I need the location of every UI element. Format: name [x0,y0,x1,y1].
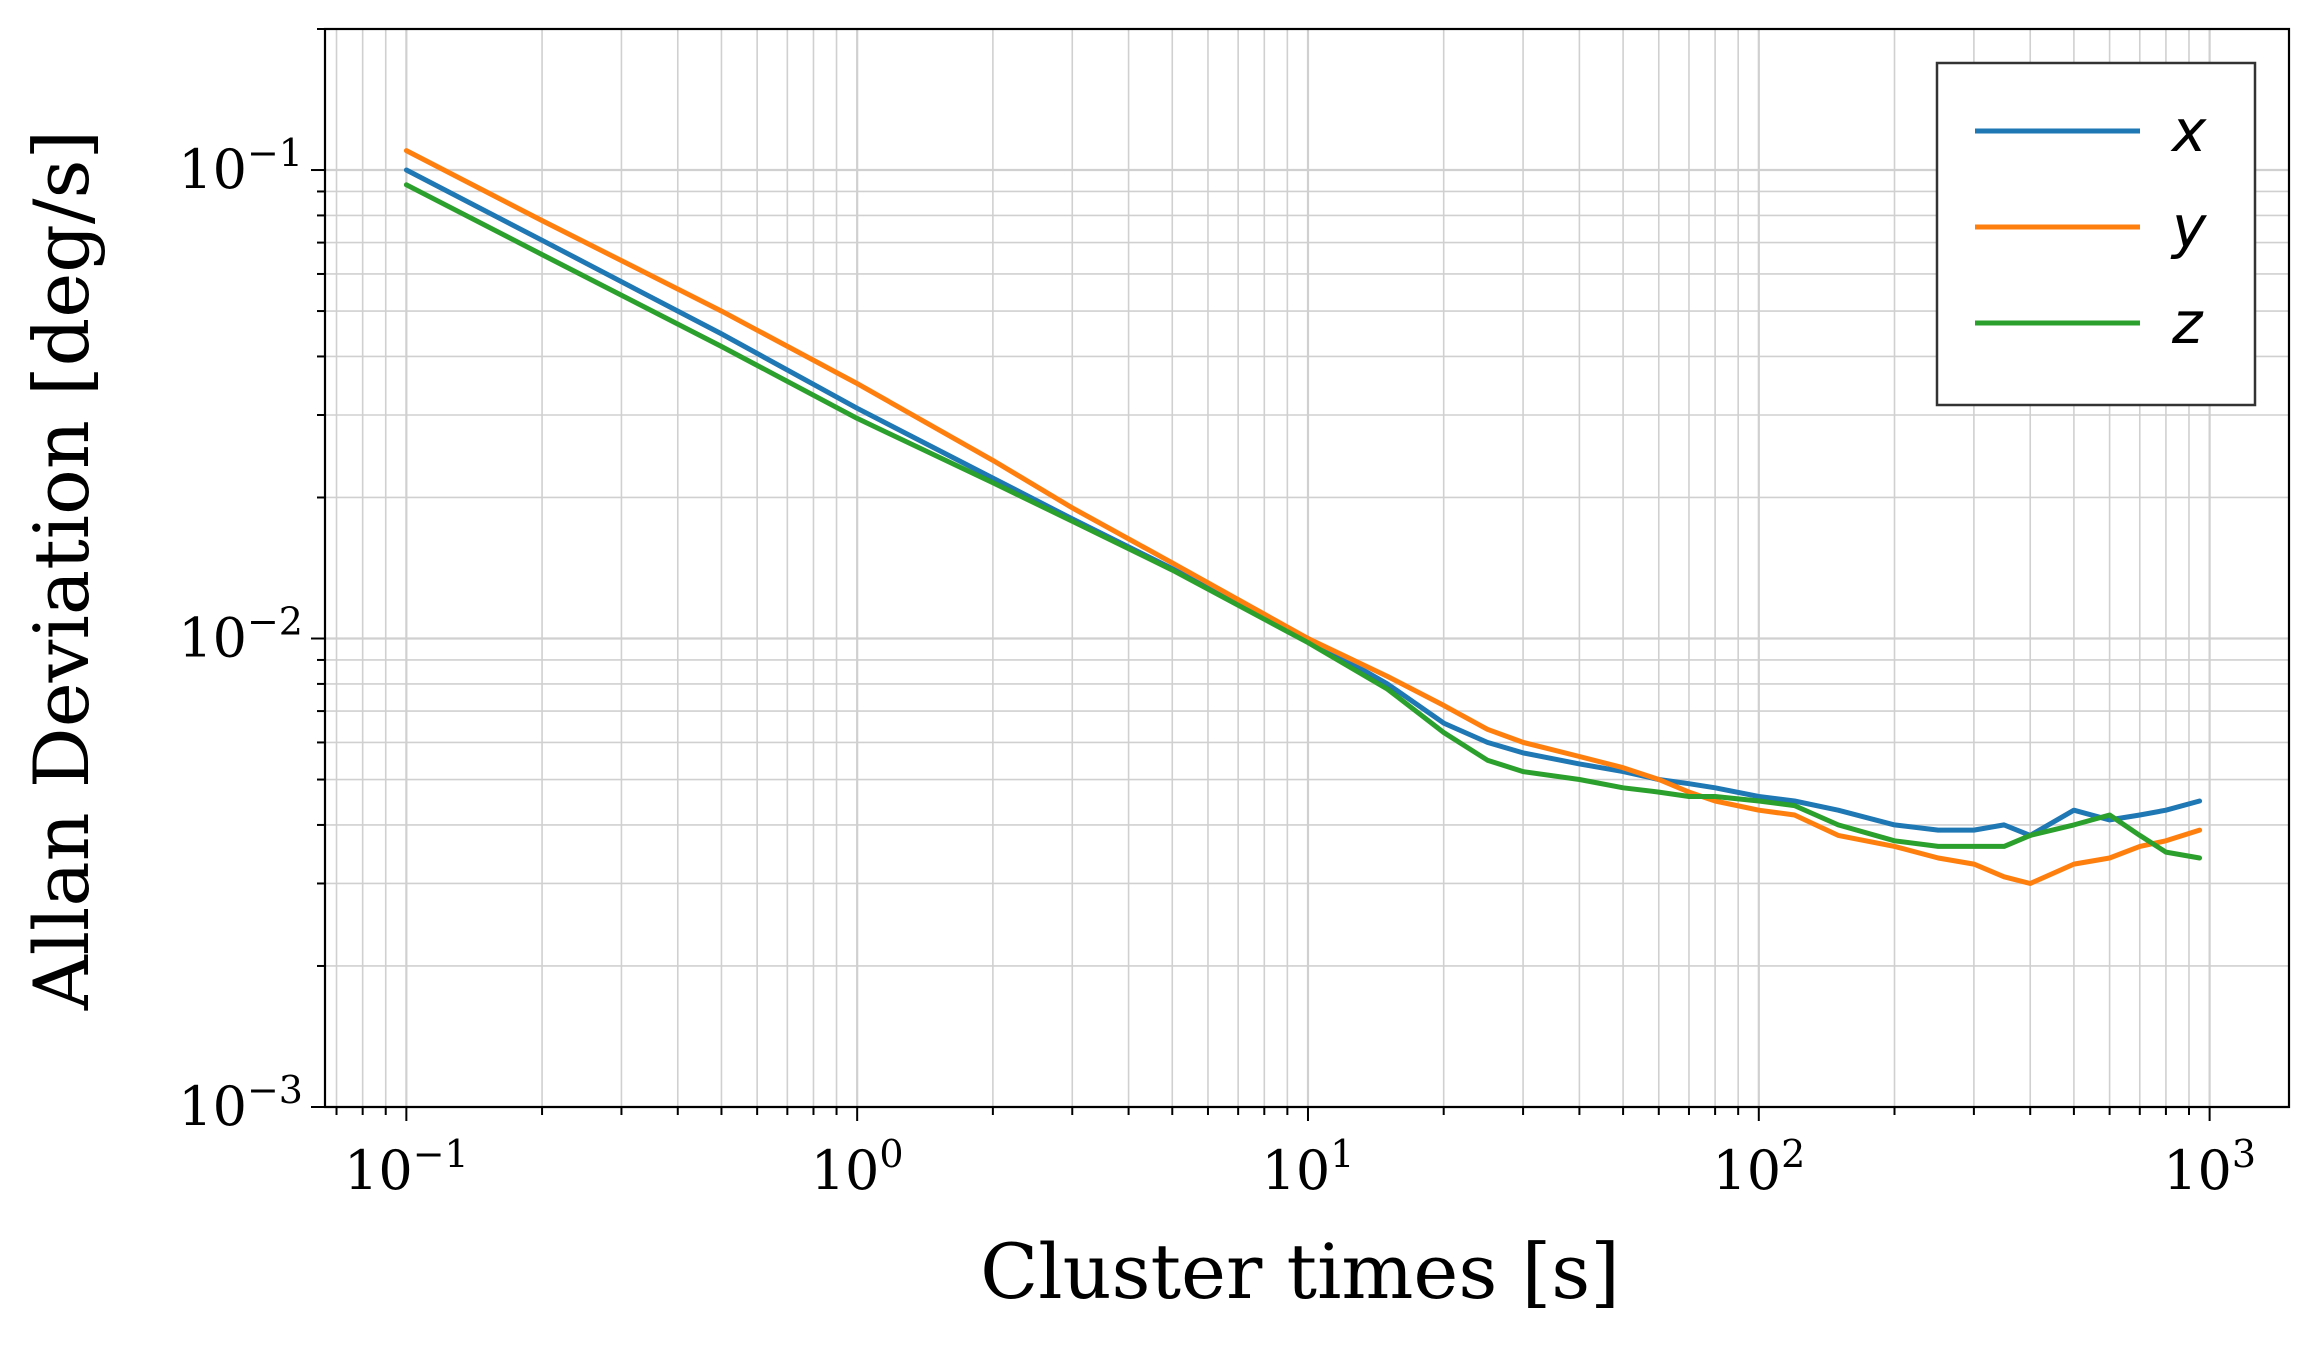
x-tick-label: 101 [1262,1132,1355,1202]
y-tick-label: 10−3 [178,1068,303,1138]
grid [325,28,2289,1109]
y-tick-label: 10−2 [178,600,303,670]
series-lines [403,148,2203,886]
x-tick-label: 10−1 [344,1132,469,1202]
series-line-y [403,148,2203,886]
legend-label-x: x [2170,97,2207,165]
x-tick-label: 103 [2163,1132,2256,1202]
series-line-z [403,182,2203,861]
legend: xyz [1935,61,2257,407]
legend-box [1935,61,2257,407]
legend-label-z: z [2171,289,2204,357]
x-tick-label: 100 [811,1132,904,1202]
axis-ticks: 10−1 100 101 102 103 10−3 10−2 10−1 [178,28,2256,1202]
y-tick-label: 10−1 [178,131,303,201]
legend-label-y: y [2170,193,2207,261]
y-axis-label: Allan Deviation [deg/s] [17,130,106,1011]
x-tick-label: 102 [1712,1132,1805,1202]
x-axis-label: Cluster times [s] [980,1227,1620,1316]
